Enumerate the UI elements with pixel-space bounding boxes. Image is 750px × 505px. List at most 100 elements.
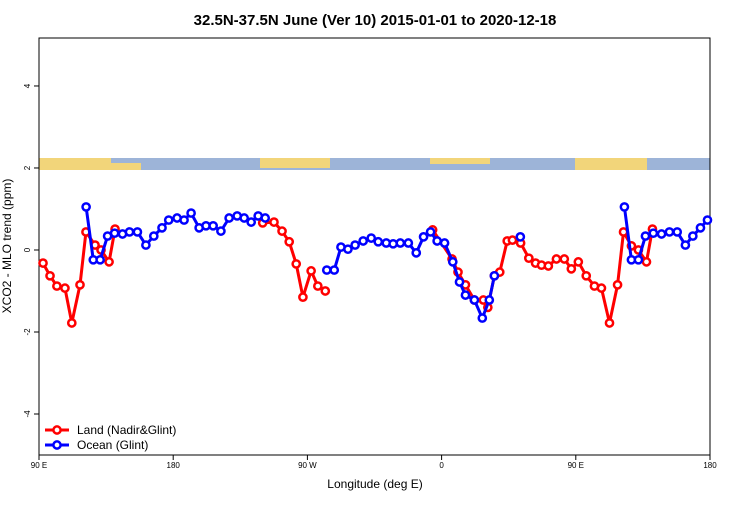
data-point — [224, 213, 234, 223]
y-tick-label: -4 — [23, 410, 32, 418]
data-point — [648, 228, 659, 239]
series — [38, 217, 658, 328]
data-point — [581, 270, 592, 281]
data-point — [543, 261, 554, 271]
data-point — [633, 254, 644, 265]
data-point — [141, 240, 151, 250]
data-point — [559, 254, 570, 264]
chart-title: 32.5N-37.5N June (Ver 10) 2015-01-01 to … — [194, 12, 557, 29]
data-point — [439, 238, 450, 248]
data-point — [298, 292, 308, 302]
data-point — [124, 227, 135, 237]
x-tick-label: 90 E — [568, 461, 584, 470]
y-tick-label: -2 — [23, 328, 32, 336]
data-point — [640, 231, 651, 241]
data-point — [269, 217, 279, 227]
data-point — [260, 213, 271, 223]
data-point — [109, 228, 120, 239]
data-point — [411, 248, 422, 258]
data-point — [366, 233, 377, 243]
data-point — [515, 232, 526, 242]
legend-label: Ocean (Glint) — [77, 438, 148, 452]
data-point — [60, 283, 70, 293]
y-tick-label: 2 — [23, 165, 32, 170]
data-point — [75, 279, 85, 290]
data-point — [403, 238, 414, 248]
legend: Land (Nadir&Glint)Ocean (Glint) — [45, 423, 176, 452]
data-point — [612, 279, 623, 290]
data-point — [157, 222, 167, 233]
data-point — [484, 295, 495, 305]
data-point — [425, 227, 436, 237]
data-point — [523, 253, 534, 264]
x-tick-label: 90 W — [298, 461, 317, 470]
data-point — [186, 208, 196, 218]
data-point — [208, 220, 219, 231]
data-point — [573, 257, 584, 267]
data-point — [350, 240, 360, 250]
data-point — [702, 215, 713, 225]
data-point — [45, 270, 55, 281]
plot-frame — [38, 37, 711, 456]
x-tick-label: 180 — [167, 461, 181, 470]
legend-label: Land (Nadir&Glint) — [77, 423, 176, 437]
data-point — [277, 226, 287, 236]
data-point — [179, 215, 189, 225]
data-point — [66, 318, 77, 328]
x-tick-label: 90 E — [31, 461, 47, 470]
data-point — [104, 257, 114, 267]
data-point — [551, 254, 562, 264]
x-tick-label: 0 — [439, 461, 444, 470]
data-point — [507, 235, 518, 245]
legend-marker — [52, 425, 62, 435]
data-point — [343, 244, 353, 255]
series-line — [41, 220, 654, 324]
data-point — [148, 231, 159, 241]
data-point — [641, 257, 652, 267]
data-point — [672, 227, 683, 237]
data-point — [246, 217, 257, 227]
y-axis-label: XCO2 - MLO trend (ppm) — [0, 179, 14, 314]
y-tick-label: 4 — [23, 83, 32, 88]
y-tick-label: 0 — [23, 247, 32, 252]
data-point — [680, 240, 691, 250]
data-point — [306, 266, 316, 276]
data-point — [291, 259, 302, 269]
data-point — [239, 213, 250, 223]
data-point — [619, 202, 630, 212]
data-point — [95, 254, 105, 265]
data-point — [460, 290, 471, 300]
series — [81, 202, 713, 323]
data-point — [469, 295, 480, 305]
data-point — [596, 283, 607, 293]
data-point — [489, 270, 500, 281]
data-point — [132, 227, 143, 237]
data-point — [566, 263, 577, 274]
data-point — [52, 281, 62, 291]
data-point — [163, 215, 174, 225]
data-point — [284, 236, 295, 247]
data-point — [447, 257, 458, 267]
x-axis-label: Longitude (deg E) — [327, 477, 422, 491]
data-point — [38, 258, 48, 268]
data-point — [312, 281, 323, 291]
data-point — [373, 236, 384, 247]
data-point — [664, 227, 675, 237]
map-strip — [39, 158, 710, 170]
data-point — [395, 238, 406, 248]
data-point — [418, 232, 429, 242]
data-point — [321, 265, 332, 275]
data-point — [688, 231, 698, 241]
data-point — [329, 265, 340, 275]
data-point — [656, 229, 667, 239]
data-point — [358, 236, 369, 246]
data-point — [477, 313, 488, 323]
x-tick-label: 180 — [703, 461, 717, 470]
legend-marker — [52, 440, 62, 450]
data-point — [320, 286, 331, 296]
data-point — [81, 202, 91, 212]
data-point — [454, 277, 465, 287]
data-point — [432, 236, 442, 246]
data-point — [216, 226, 226, 236]
